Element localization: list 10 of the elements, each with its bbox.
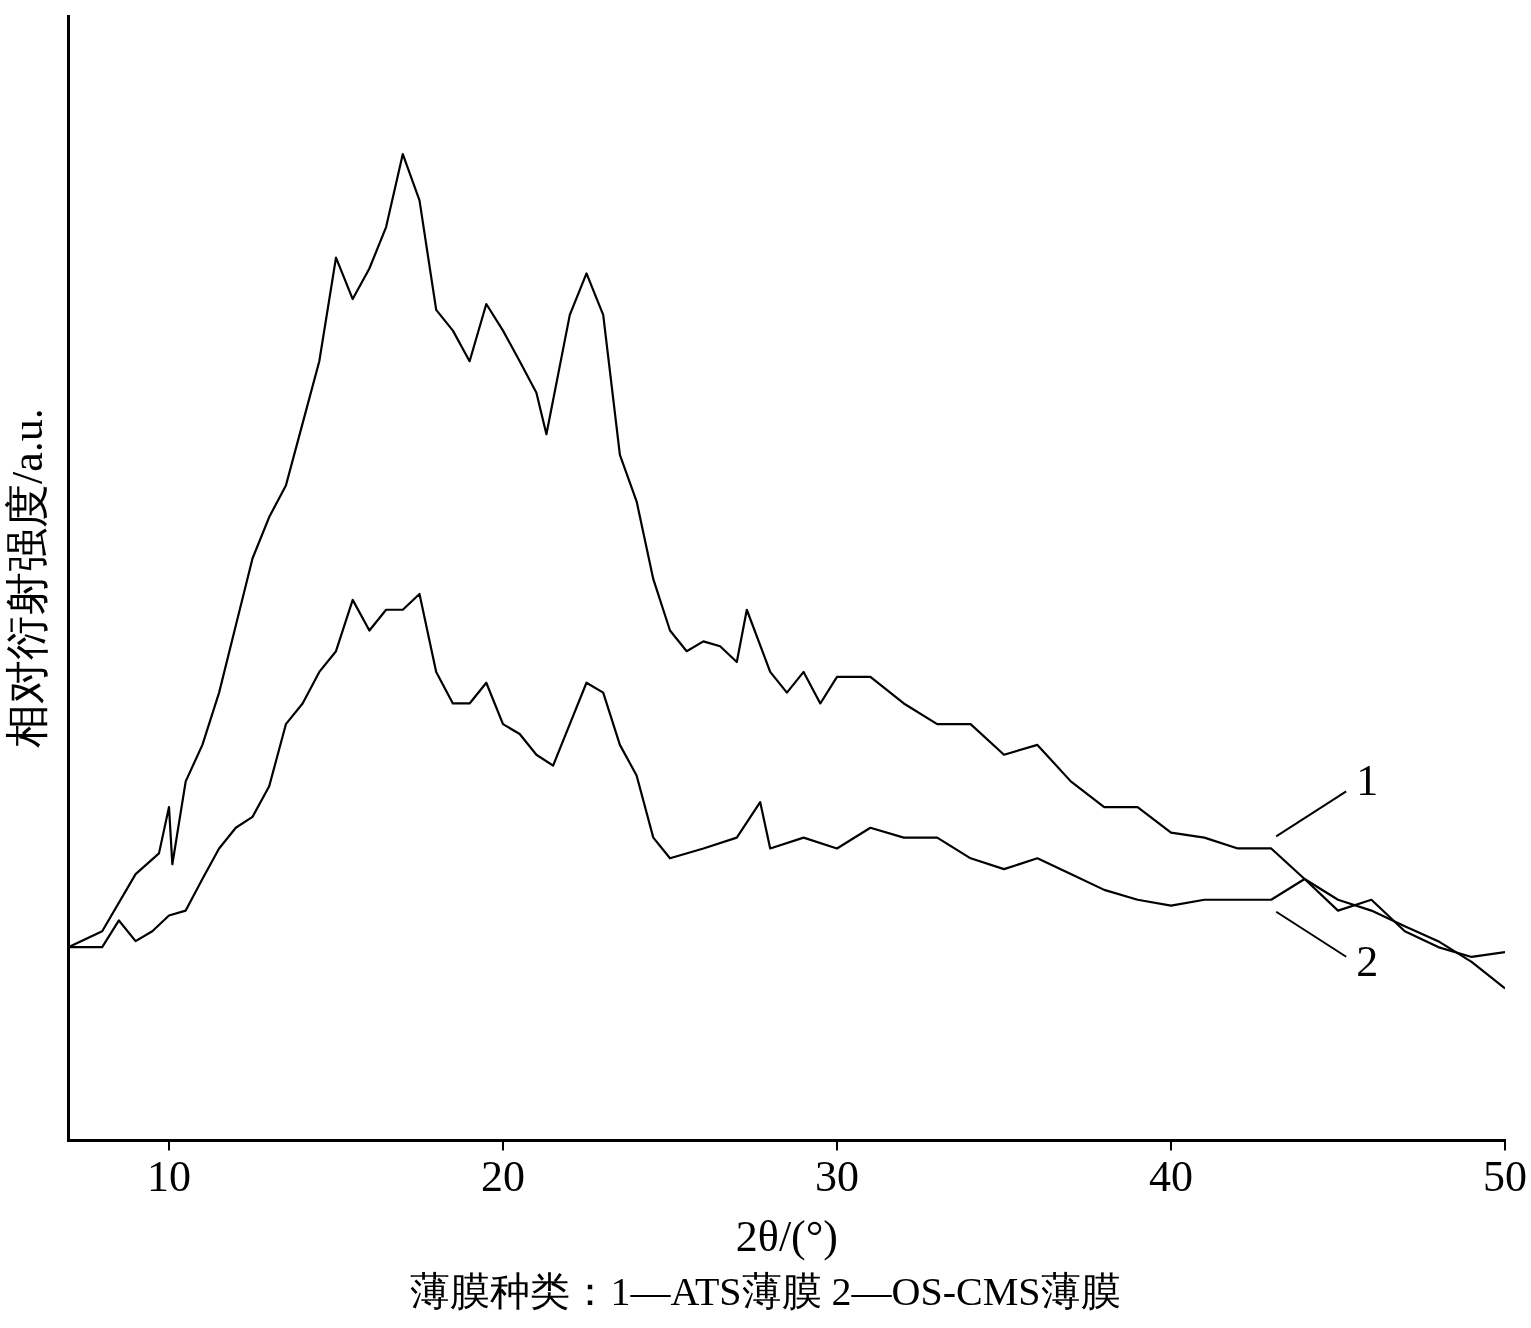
x-axis-title: 2θ/(°) — [735, 1212, 838, 1262]
y-axis-title: 相对衍射强度/a.u. — [2, 408, 52, 749]
text: 1 — [1356, 756, 1379, 806]
x-tick-label: 50 — [1483, 1152, 1527, 1202]
x-tick-label: 20 — [481, 1152, 525, 1202]
x-tick-label: 30 — [815, 1152, 859, 1202]
legend-label: 2 — [1356, 937, 1379, 987]
x-tick-label: 40 — [1149, 1152, 1193, 1202]
text: 薄膜种类：1—ATS薄膜 2—OS-CMS薄膜 — [409, 1268, 1122, 1316]
x-tick-label: 10 — [147, 1152, 191, 1202]
